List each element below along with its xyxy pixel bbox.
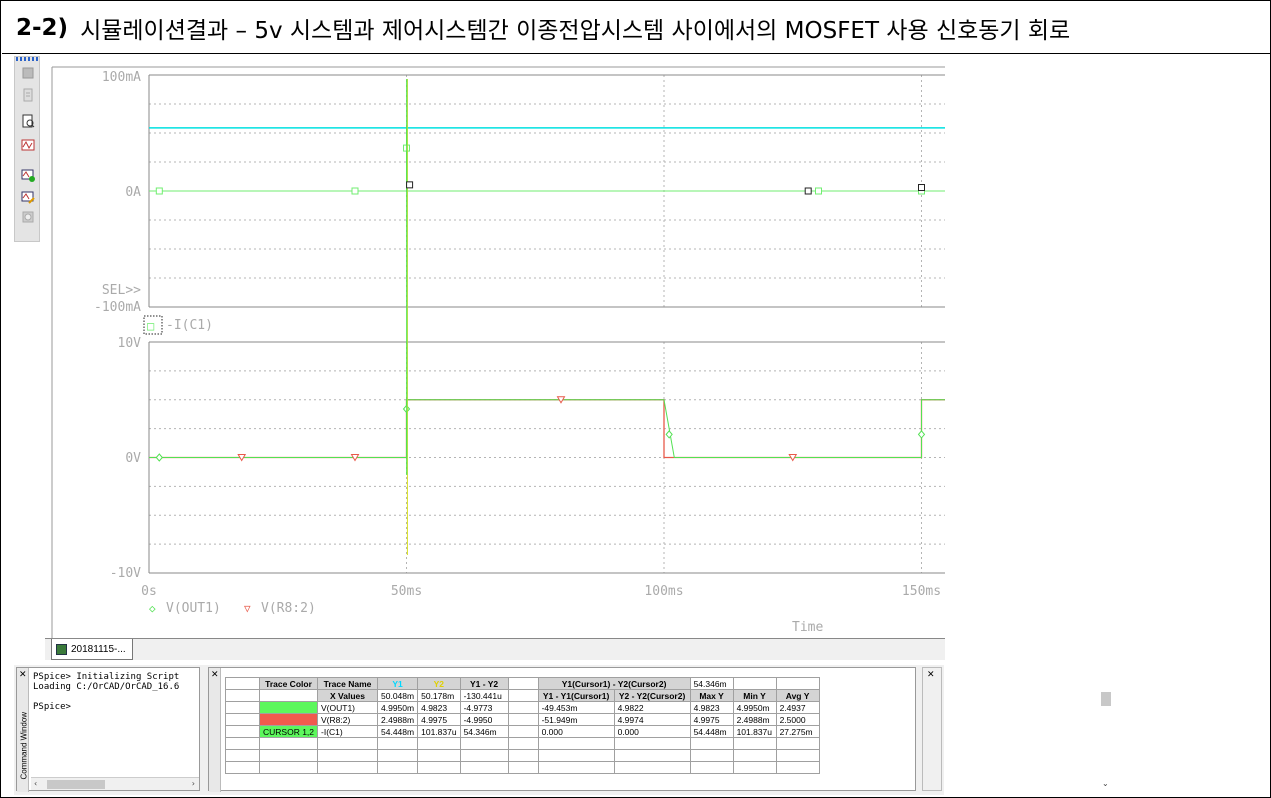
cursor-window[interactable]: ✕ Trace Color Trace Name Y1 Y2 Y1 - Y2 Y…	[208, 667, 1111, 792]
x-tick-label: 100ms	[644, 584, 683, 599]
table-row[interactable]: V(R8:2) 2.4988m 4.9975 -4.9950 -51.949m …	[225, 713, 820, 726]
cursor-marker	[804, 187, 812, 195]
lower-ytick-mid: 0V	[125, 451, 141, 466]
col-y1-y2: Y1 - Y2	[459, 677, 509, 690]
tab-label: 20181115-...	[71, 643, 126, 655]
upper-ytick-bot: -100mA	[94, 300, 141, 315]
command-window[interactable]: ✕ Command Window PSpice> Initializing Sc…	[16, 667, 200, 792]
out1-marker	[665, 430, 673, 439]
waveform-icon[interactable]	[19, 137, 36, 153]
upper-legend[interactable]: □ -I(C1)	[143, 315, 213, 335]
col-trace-name: Trace Name	[317, 677, 379, 690]
command-window-title: Command Window	[19, 711, 29, 780]
table-row	[225, 761, 820, 774]
page-icon[interactable]	[19, 87, 36, 103]
sel-label[interactable]: SEL>>	[102, 283, 141, 298]
slide-title: 2-2) 시뮬레이션결과 – 5v 시스템과 제어시스템간 이종전압시스템 사이…	[2, 2, 1270, 54]
cursors[interactable]	[406, 79, 945, 555]
scroll-left-icon[interactable]: ‹	[34, 779, 38, 788]
lower-traces	[149, 396, 945, 462]
cursor-marker	[918, 184, 925, 192]
command-window-sidebar: ✕ Command Window	[17, 668, 29, 792]
bottom-panels: ✕ Command Window PSpice> Initializing Sc…	[14, 665, 1111, 795]
close-icon[interactable]: ✕	[19, 670, 27, 680]
legend-out1-marker: ◇	[149, 602, 156, 615]
upper-ytick-mid: 0A	[125, 185, 141, 200]
legend-current-marker: □	[147, 319, 154, 333]
upper-ytick-top: 100mA	[102, 70, 141, 85]
cursor-marker	[406, 181, 414, 189]
current-marker	[155, 187, 163, 195]
x-tick-label: 50ms	[391, 584, 422, 599]
x-tick-label: 0s	[141, 584, 157, 599]
legend-r8: V(R8:2)	[261, 601, 316, 616]
col-y1: Y1	[377, 677, 419, 690]
trace-color-swatch	[258, 701, 319, 714]
legend-r8-marker: ▽	[244, 602, 251, 615]
document-tab-bar: 20181115-...	[45, 638, 945, 660]
x-tick-label: 150ms	[902, 584, 941, 599]
toolbar-grip[interactable]	[16, 57, 40, 61]
table-row	[225, 749, 820, 762]
trace-out1	[149, 399, 945, 458]
col-y2: Y2	[417, 677, 461, 690]
current-marker	[815, 187, 822, 195]
command-hscrollbar[interactable]: ‹ ›	[31, 777, 199, 790]
table-header-row: Trace Color Trace Name Y1 Y2 Y1 - Y2 Y1(…	[225, 677, 820, 690]
col-trace-color: Trace Color	[258, 677, 319, 690]
r8-marker	[237, 454, 247, 462]
cursor-table: Trace Color Trace Name Y1 Y2 Y1 - Y2 Y1(…	[225, 677, 820, 774]
table-row: X Values 50.048m 50.178m -130.441u Y1 - …	[225, 689, 820, 702]
lower-ytick-top: 10V	[118, 336, 142, 351]
out1-marker	[917, 430, 926, 439]
side-panel[interactable]: ✕	[922, 667, 942, 791]
cursor-diff-value: 54.346m	[689, 677, 734, 690]
table-row	[225, 737, 820, 750]
add-plot-icon[interactable]	[19, 167, 36, 183]
section-number: 2-2)	[16, 14, 69, 41]
zoom-fit-icon[interactable]	[19, 65, 36, 81]
blank-area	[945, 55, 1270, 660]
print-preview-icon[interactable]	[19, 113, 36, 129]
probe-file-icon	[56, 643, 67, 655]
cursor-label: CURSOR 1,2	[258, 725, 319, 738]
x-axis-label: Time	[792, 620, 823, 635]
scroll-thumb[interactable]	[1101, 692, 1111, 706]
table-row[interactable]: V(OUT1) 4.9950m 4.9823 -4.9773 -49.453m …	[225, 701, 820, 714]
current-marker	[351, 187, 359, 195]
table-row[interactable]: CURSOR 1,2 -I(C1) 54.448m 101.837u 54.34…	[225, 725, 820, 738]
x-tick-labels: 0s50ms100ms150ms200ms250ms300ms	[141, 584, 941, 599]
cursor-window-sidebar: ✕	[209, 668, 221, 792]
col-cursor-diff: Y1(Cursor1) - Y2(Cursor2)	[537, 677, 691, 690]
close-icon[interactable]: ✕	[927, 670, 935, 680]
legend-current: -I(C1)	[166, 318, 213, 333]
waveform-plot[interactable]: 100mA 0A SEL>> -100mA 10V 0V -10V 0s 50ms…	[45, 55, 945, 640]
trace-color-swatch	[258, 713, 319, 726]
lower-legend[interactable]: ◇ V(OUT1) ▽ V(R8:2)	[149, 601, 316, 616]
scroll-down-icon[interactable]: ⌄	[1102, 779, 1109, 788]
legend-out1: V(OUT1)	[166, 601, 221, 616]
settings-icon[interactable]	[19, 209, 36, 225]
scroll-right-icon[interactable]: ›	[191, 779, 195, 788]
table-vscrollbar[interactable]: ⌄	[1099, 692, 1113, 788]
command-output: PSpice> Initializing Script Loading C:/O…	[33, 672, 180, 712]
edit-plot-icon[interactable]	[19, 189, 36, 205]
close-icon[interactable]: ✕	[211, 670, 219, 680]
document-tab[interactable]: 20181115-...	[51, 639, 133, 660]
r8-marker	[350, 454, 360, 462]
out1-marker	[155, 453, 163, 462]
scroll-thumb[interactable]	[47, 780, 105, 789]
r8-marker	[788, 454, 798, 462]
r8-marker	[556, 396, 566, 404]
probe-toolbar	[14, 56, 40, 242]
lower-ytick-bot: -10V	[110, 566, 141, 581]
title-text: 시뮬레이션결과 – 5v 시스템과 제어시스템간 이종전압시스템 사이에서의 M…	[80, 17, 1071, 44]
